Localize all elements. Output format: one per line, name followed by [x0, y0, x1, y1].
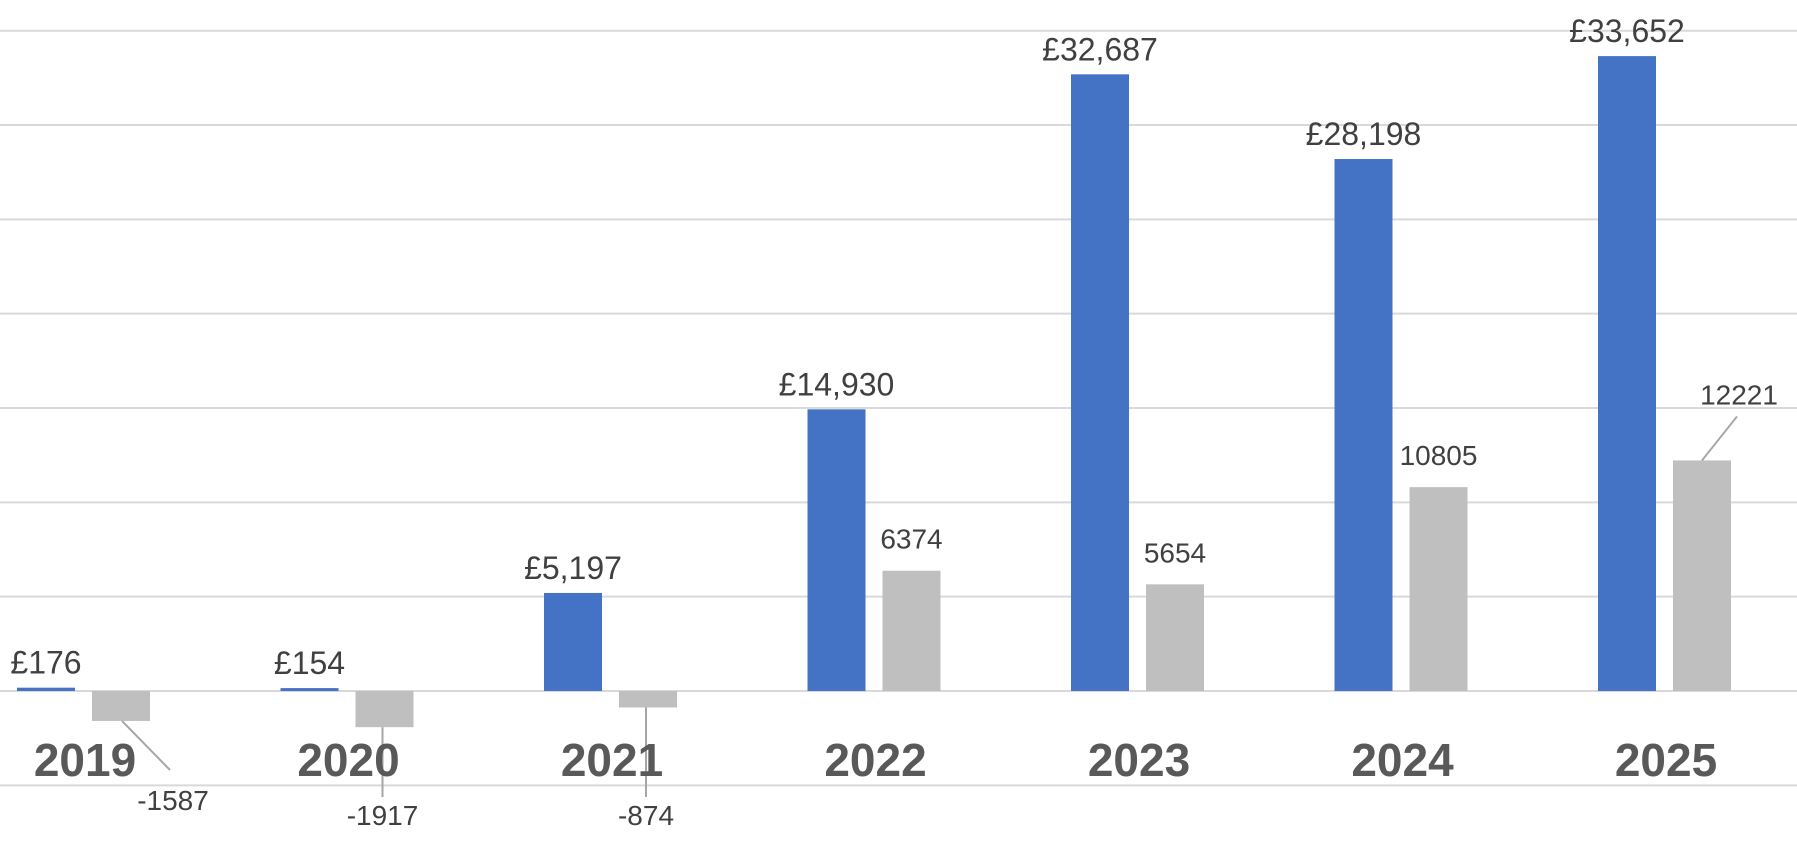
bar-series2-2019: [92, 691, 150, 721]
category-label-2019: 2019: [34, 734, 136, 786]
data-label-series2-2024: 10805: [1400, 440, 1478, 471]
category-labels: 2019 2020 2021 2022 2023 2024 2025: [34, 734, 1717, 786]
category-label-2020: 2020: [297, 734, 399, 786]
bar-series2-2024: [1409, 487, 1468, 691]
bars: [17, 56, 1731, 728]
bar-series2-2023: [1146, 584, 1204, 691]
data-label-series2-2021: -874: [618, 800, 674, 831]
data-label-series1-2025: £33,652: [1569, 13, 1685, 49]
data-label-series2-2022: 6374: [880, 524, 942, 555]
data-label-series1-2020: £154: [274, 645, 345, 681]
data-labels: £176 -1587 £154 -1917 £5,197 -874 £14,930 6374 £…: [10, 13, 1778, 831]
category-label-2023: 2023: [1088, 734, 1190, 786]
data-label-series1-2019: £176: [10, 645, 81, 681]
data-label-series1-2024: £28,198: [1306, 116, 1422, 152]
leader-lines: [121, 415, 1738, 797]
leader-line-2025: [1701, 415, 1738, 462]
bar-series1-2023: [1071, 74, 1129, 692]
data-label-series1-2023: £32,687: [1042, 31, 1158, 67]
bar-series2-2020: [355, 691, 414, 728]
leader-line-2019: [121, 720, 171, 771]
bar-series2-2025: [1673, 460, 1731, 691]
data-label-series2-2019: -1587: [137, 785, 209, 816]
data-label-series2-2020: -1917: [347, 800, 419, 831]
bar-series2-2022: [882, 570, 941, 691]
category-label-2024: 2024: [1351, 734, 1454, 786]
bar-series1-2024: [1334, 159, 1393, 691]
category-label-2025: 2025: [1615, 734, 1717, 786]
bar-series1-2021: [544, 592, 602, 691]
category-label-2021: 2021: [561, 734, 663, 786]
bar-series1-2020: [280, 688, 339, 691]
category-label-2022: 2022: [824, 734, 926, 786]
bar-series1-2022: [807, 409, 866, 691]
data-label-series2-2025: 12221: [1700, 379, 1778, 410]
data-label-series1-2021: £5,197: [524, 550, 622, 586]
bar-series2-2021: [619, 691, 677, 708]
data-label-series2-2023: 5654: [1144, 537, 1206, 568]
bar-series1-2019: [17, 687, 75, 691]
data-label-series1-2022: £14,930: [779, 366, 895, 402]
bar-series1-2025: [1598, 56, 1656, 692]
